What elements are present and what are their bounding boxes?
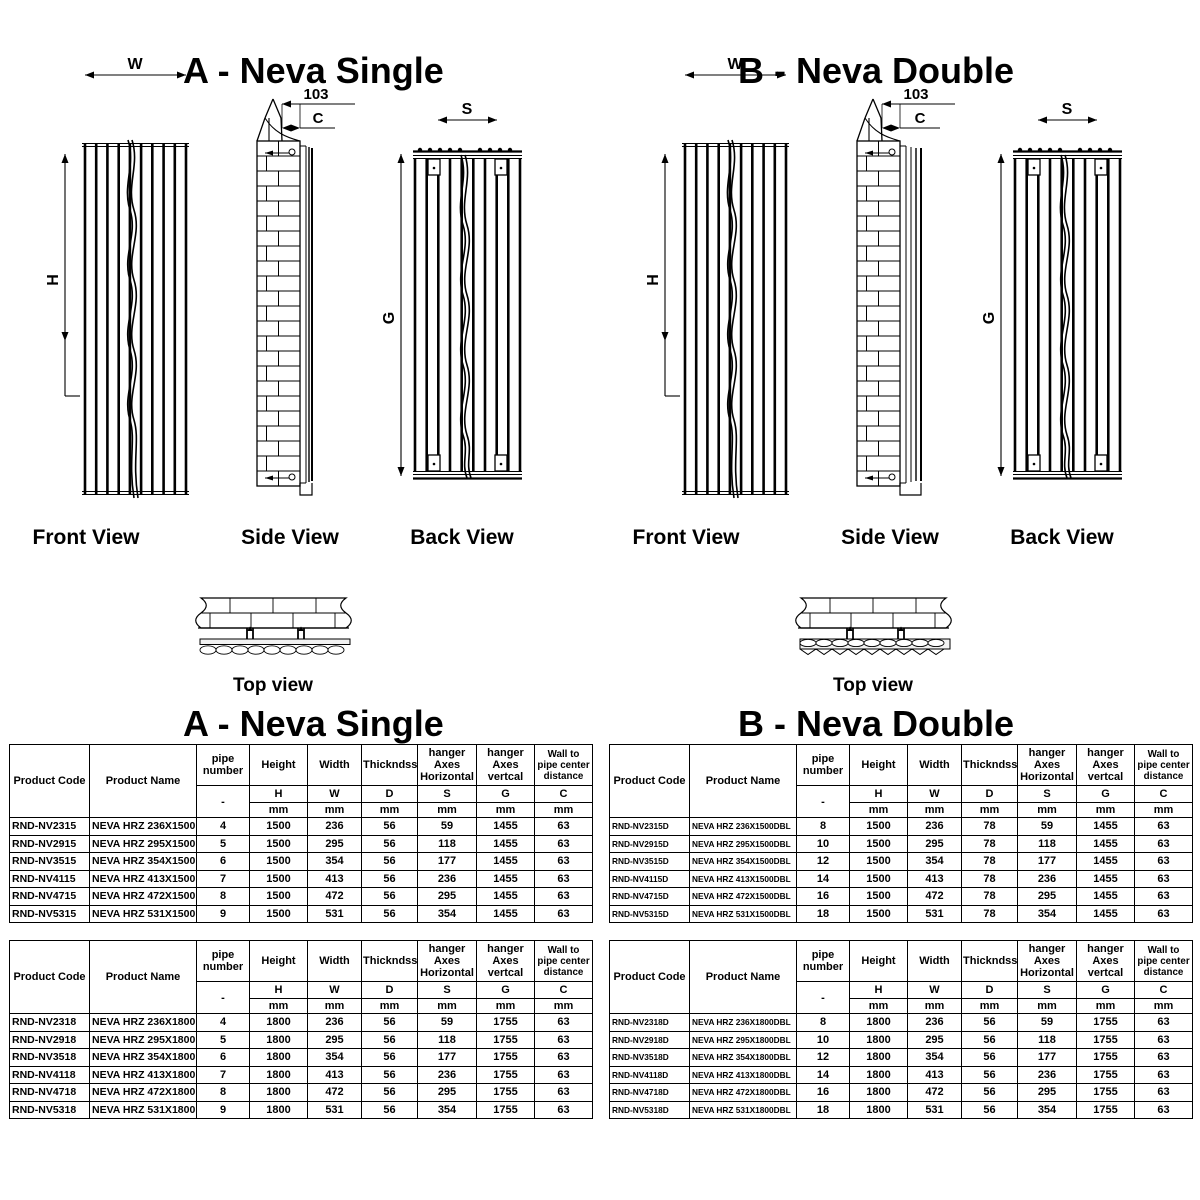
- svg-text:Back View: Back View: [410, 526, 514, 549]
- svg-text:Front View: Front View: [633, 526, 741, 549]
- svg-text:Side View: Side View: [841, 526, 939, 549]
- svg-text:Side View: Side View: [241, 526, 339, 549]
- svg-text:Back View: Back View: [1010, 526, 1114, 549]
- svg-text:Front View: Front View: [33, 526, 141, 549]
